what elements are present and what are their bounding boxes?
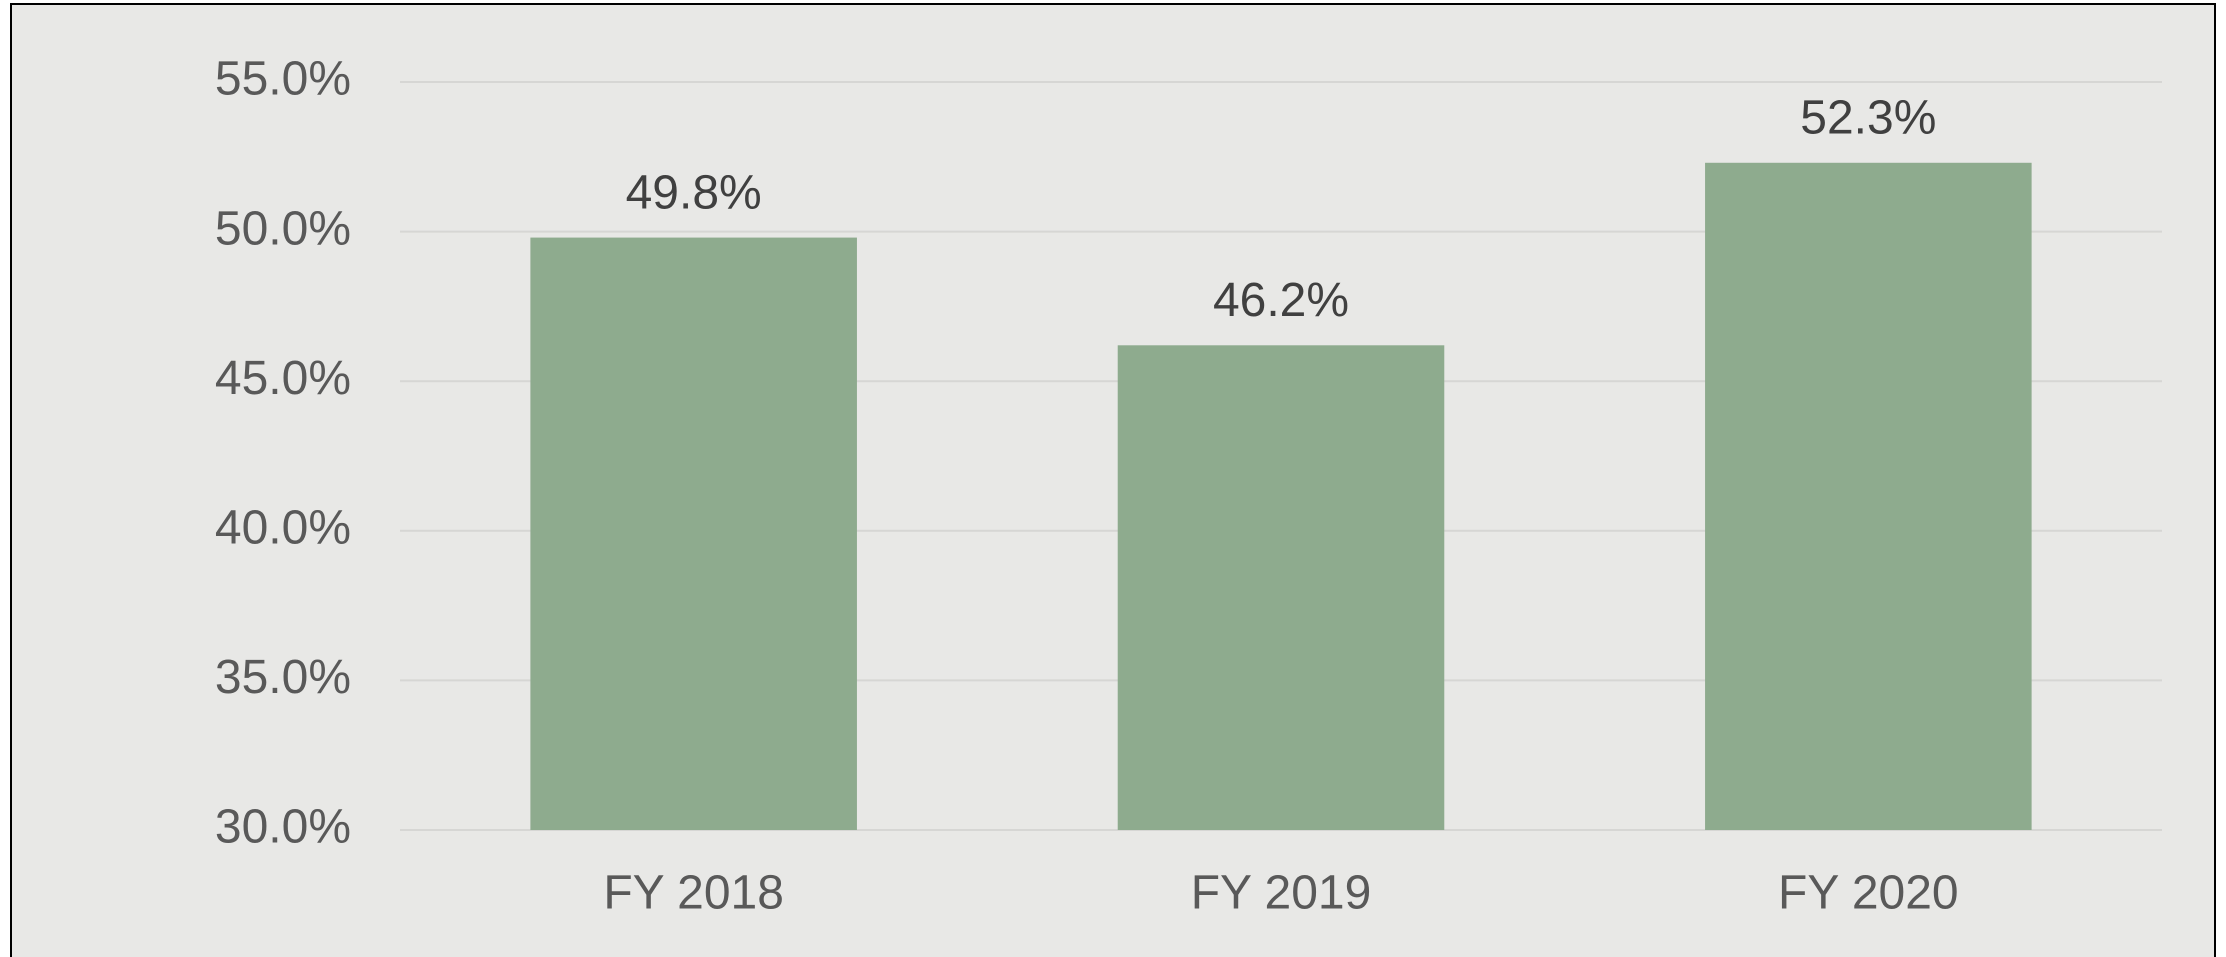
data-label: 49.8% (626, 166, 762, 219)
y-tick-label: 45.0% (215, 352, 351, 405)
x-tick-label: FY 2020 (1778, 867, 1959, 920)
x-tick-label: FY 2019 (1191, 867, 1372, 920)
bar (1705, 162, 2032, 830)
y-tick-label: 35.0% (215, 651, 351, 704)
data-label: 52.3% (1800, 91, 1936, 144)
bar (1117, 345, 1445, 830)
y-tick-label: 55.0% (215, 53, 351, 106)
data-label: 46.2% (1213, 274, 1349, 327)
y-tick-label: 30.0% (215, 801, 351, 854)
y-tick-label: 40.0% (215, 501, 351, 554)
bar (530, 237, 857, 831)
x-tick-label: FY 2018 (603, 867, 784, 920)
y-tick-label: 50.0% (215, 202, 351, 255)
